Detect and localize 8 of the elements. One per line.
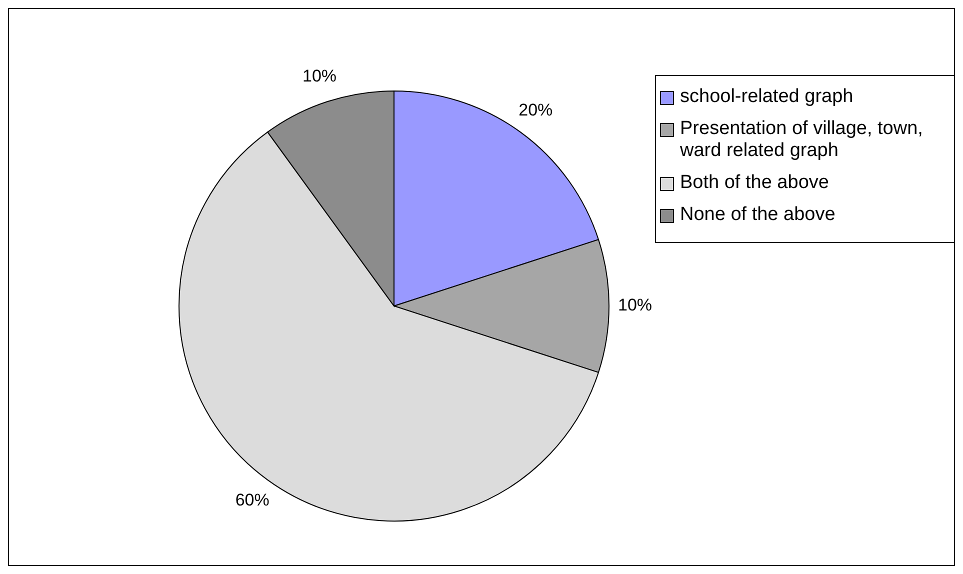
legend-label: None of the above: [680, 204, 836, 226]
legend-label: Both of the above: [680, 172, 829, 194]
data-label: 20%: [518, 100, 553, 120]
data-label: 10%: [618, 295, 652, 314]
data-label: 60%: [235, 490, 270, 510]
legend-label: Presentation of village, town, ward related graph: [680, 118, 924, 162]
data-label: 10%: [302, 66, 337, 86]
legend-label: school-related graph: [680, 86, 854, 108]
